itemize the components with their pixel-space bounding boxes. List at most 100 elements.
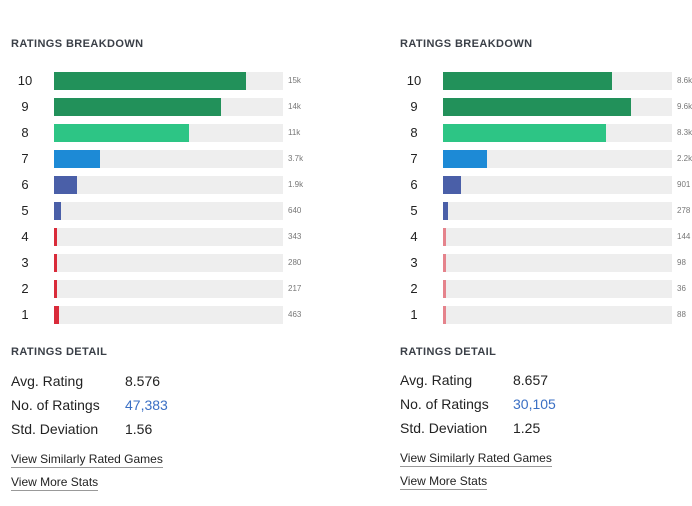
rating-row-7: 7 2.2k <box>400 150 692 168</box>
rating-label: 9 <box>410 99 418 114</box>
std-deviation-label: Std. Deviation <box>400 420 488 436</box>
rating-bar-fill <box>54 98 221 116</box>
rating-count: 98 <box>677 258 686 267</box>
rating-count: 3.7k <box>288 154 304 163</box>
rating-count: 901 <box>677 180 691 189</box>
num-ratings-label: No. of Ratings <box>400 396 489 412</box>
rating-bar-track <box>443 124 672 142</box>
rating-count: 11k <box>288 128 301 137</box>
rating-label: 7 <box>21 151 29 166</box>
rating-bar-fill <box>54 150 100 168</box>
rating-label: 4 <box>410 229 418 244</box>
rating-bar-track <box>443 228 672 246</box>
rating-label: 7 <box>410 151 418 166</box>
ratings-breakdown-title: RATINGS BREAKDOWN <box>400 38 533 50</box>
rating-bar-track <box>54 176 283 194</box>
rating-bar-fill <box>443 306 446 324</box>
rating-count: 9.6k <box>677 102 692 111</box>
rating-label: 5 <box>410 203 418 218</box>
rating-row-9: 9 14k <box>11 98 311 116</box>
rating-bar-track <box>54 202 283 220</box>
num-ratings-link[interactable]: 47,383 <box>125 397 168 413</box>
rating-count: 8.3k <box>677 128 692 137</box>
rating-bar-fill <box>54 280 57 298</box>
rating-label: 2 <box>410 281 418 296</box>
rating-row-5: 5 640 <box>11 202 311 220</box>
rating-row-10: 10 8.6k <box>400 72 692 90</box>
rating-row-10: 10 15k <box>11 72 311 90</box>
rating-count: 144 <box>677 232 691 241</box>
rating-count: 8.6k <box>677 76 692 85</box>
rating-row-7: 7 3.7k <box>11 150 311 168</box>
rating-row-8: 8 11k <box>11 124 311 142</box>
rating-bar-fill <box>443 176 461 194</box>
avg-rating-label: Avg. Rating <box>400 372 473 388</box>
avg-rating-value: 8.657 <box>513 372 549 388</box>
rating-bar-fill <box>443 124 606 142</box>
rating-bar-track <box>54 280 283 298</box>
std-deviation-label: Std. Deviation <box>11 421 99 437</box>
rating-row-6: 6 901 <box>400 176 692 194</box>
rating-row-3: 3 280 <box>11 254 311 272</box>
rating-row-8: 8 8.3k <box>400 124 692 142</box>
rating-label: 6 <box>21 177 29 192</box>
rating-bar-track <box>54 150 283 168</box>
rating-row-2: 2 36 <box>400 280 692 298</box>
rating-bar-fill <box>54 124 189 142</box>
more-stats-link[interactable]: View More Stats <box>400 474 488 490</box>
std-deviation-value: 1.25 <box>513 420 541 436</box>
rating-bar-fill <box>443 254 446 272</box>
rating-bar-track <box>443 306 672 324</box>
rating-count: 88 <box>677 310 686 319</box>
num-ratings-link[interactable]: 30,105 <box>513 396 556 412</box>
num-ratings-label: No. of Ratings <box>11 397 100 413</box>
rating-bar-track <box>443 176 672 194</box>
rating-label: 6 <box>410 177 418 192</box>
similarly-rated-games-link[interactable]: View Similarly Rated Games <box>400 451 552 467</box>
rating-row-1: 1 88 <box>400 306 692 324</box>
rating-bar-fill <box>54 228 57 246</box>
rating-row-6: 6 1.9k <box>11 176 311 194</box>
rating-bar-fill <box>54 202 61 220</box>
std-deviation-value: 1.56 <box>125 421 153 437</box>
rating-bar-fill <box>54 254 57 272</box>
rating-bar-track <box>54 98 283 116</box>
avg-rating-label: Avg. Rating <box>11 373 84 389</box>
rating-bar-track <box>54 306 283 324</box>
rating-bar-fill <box>443 202 448 220</box>
rating-bar-track <box>54 254 283 272</box>
rating-bar-fill <box>54 306 59 324</box>
rating-count: 15k <box>288 76 301 85</box>
rating-count: 36 <box>677 284 686 293</box>
rating-row-4: 4 144 <box>400 228 692 246</box>
rating-bar-track <box>54 72 283 90</box>
rating-row-9: 9 9.6k <box>400 98 692 116</box>
rating-bar-track <box>443 254 672 272</box>
rating-bar-track <box>443 98 672 116</box>
rating-count: 217 <box>288 284 302 293</box>
rating-row-3: 3 98 <box>400 254 692 272</box>
ratings-breakdown-title: RATINGS BREAKDOWN <box>11 38 144 50</box>
rating-bar-track <box>54 124 283 142</box>
ratings-panel-left: RATINGS BREAKDOWN 10 15k 9 14k 8 11k 7 3.7k 6 1.9… <box>11 0 311 506</box>
rating-bar-fill <box>443 72 612 90</box>
rating-bar-fill <box>443 150 487 168</box>
rating-bar-fill <box>54 72 246 90</box>
rating-label: 10 <box>406 73 422 88</box>
rating-bar-track <box>443 150 672 168</box>
rating-label: 2 <box>21 281 29 296</box>
rating-label: 5 <box>21 203 29 218</box>
rating-bar-fill <box>443 228 446 246</box>
ratings-detail-title: RATINGS DETAIL <box>11 346 108 358</box>
rating-label: 3 <box>410 255 418 270</box>
rating-bar-fill <box>443 98 631 116</box>
avg-rating-value: 8.576 <box>125 373 161 389</box>
rating-bar-track <box>443 280 672 298</box>
rating-count: 14k <box>288 102 301 111</box>
rating-bar-track <box>443 202 672 220</box>
similarly-rated-games-link[interactable]: View Similarly Rated Games <box>11 452 163 468</box>
rating-label: 4 <box>21 229 29 244</box>
more-stats-link[interactable]: View More Stats <box>11 475 99 491</box>
rating-count: 640 <box>288 206 302 215</box>
rating-row-4: 4 343 <box>11 228 311 246</box>
